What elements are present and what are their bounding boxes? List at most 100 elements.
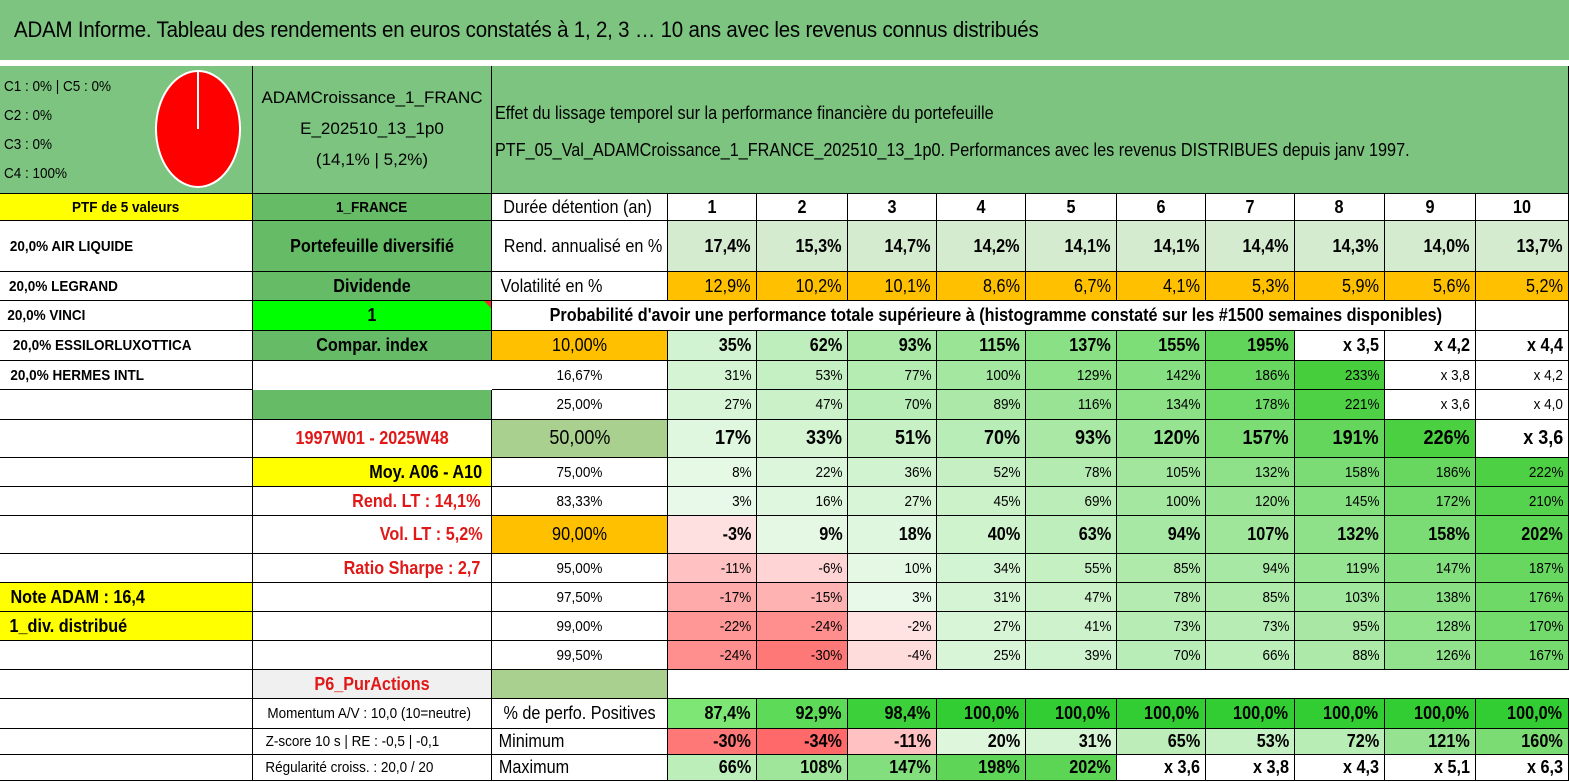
quantile-5-year-5: 78% [1026, 458, 1117, 487]
compar-label: Compar. index [253, 331, 492, 361]
rend-lt-label-text: Rend. LT : 14,1% [352, 490, 481, 511]
quantile-9-year-2-text: -15% [810, 588, 843, 606]
quantile-8-year-6-text: 85% [1173, 559, 1201, 577]
quantile-3-year-8: 221% [1295, 390, 1385, 420]
rend-2: 15,3% [757, 221, 848, 272]
quantile-4-year-6: 120% [1117, 420, 1206, 458]
max-6: x 3,6 [1117, 755, 1206, 781]
rend-8: 14,3% [1295, 221, 1385, 272]
quantile-3-label: 25,00% [492, 390, 668, 420]
market-header: 1_FRANCE [253, 194, 492, 221]
year-header-2: 2 [757, 194, 848, 221]
quantile-2-year-10: x 4,2 [1476, 361, 1569, 390]
description-line1: Effet du lissage temporel sur la perform… [495, 103, 994, 123]
max-label-text: Maximum [498, 757, 570, 777]
year-header-4-text: 4 [976, 196, 986, 217]
blank-left-max [0, 755, 253, 781]
min-3: -11% [848, 729, 937, 755]
quantile-4-year-8: 191% [1295, 420, 1385, 458]
quantile-5-year-2: 22% [757, 458, 848, 487]
vol-lt-label-text: Vol. LT : 5,2% [379, 524, 483, 544]
year-header-10-text: 10 [1512, 196, 1532, 217]
quantile-6-year-8-text: 145% [1344, 492, 1380, 510]
max-6-text: x 3,6 [1163, 757, 1200, 777]
holding-5-text: 20,0% HERMES INTL [10, 366, 144, 384]
vol-5: 6,7% [1026, 272, 1117, 301]
pos-1-text: 87,4% [704, 703, 751, 723]
year-header-5: 5 [1026, 194, 1117, 221]
quantile-11-year-6: 70% [1117, 641, 1206, 670]
quantile-7-year-1: -3% [668, 516, 757, 554]
quantile-3-label-text: 25,00% [556, 396, 603, 413]
quantile-8-year-1: -11% [668, 554, 757, 583]
vol-label: Volatilité en % [492, 272, 668, 301]
blank-left-9 [0, 641, 253, 670]
sharpe-label-text: Ratio Sharpe : 2,7 [343, 557, 481, 578]
year-header-1-text: 1 [707, 196, 717, 217]
blank-left-min [0, 729, 253, 755]
max-2: 108% [757, 755, 848, 781]
quantile-10-year-7: 73% [1206, 612, 1295, 641]
quantile-8-year-2-text: -6% [818, 559, 843, 577]
min-6-text: 65% [1167, 731, 1201, 751]
quantile-9-year-10-text: 176% [1528, 588, 1564, 606]
year-header-9-text: 9 [1425, 196, 1435, 217]
quantile-9-year-6-text: 78% [1173, 588, 1201, 606]
dividend-label-text: Dividende [333, 275, 411, 296]
quantile-1-year-9: x 4,2 [1385, 331, 1476, 361]
diversified-label-text: Portefeuille diversifié [290, 235, 454, 256]
year-header-10: 10 [1476, 194, 1569, 221]
quantile-9-year-3: 3% [848, 583, 937, 612]
quantile-11-year-5: 39% [1026, 641, 1117, 670]
quantile-7-year-5-text: 63% [1078, 524, 1112, 544]
quantile-7-label: 90,00% [492, 516, 668, 554]
quantile-2-label: 16,67% [492, 361, 668, 390]
rend-label-text: Rend. annualisé en % [503, 235, 663, 256]
quantile-4-year-9-text: 226% [1423, 427, 1470, 449]
rend-3-text: 14,7% [884, 235, 931, 256]
rend-9-text: 14,0% [1423, 235, 1470, 256]
quantile-1-year-6: 155% [1117, 331, 1206, 361]
holding-3-text: 20,0% VINCI [7, 307, 86, 324]
quantile-5-year-6: 105% [1117, 458, 1206, 487]
max-9-text: x 5,1 [1433, 757, 1470, 777]
blank-left-2 [0, 420, 253, 458]
max-5: 202% [1026, 755, 1117, 781]
quantile-5-year-5-text: 78% [1084, 463, 1112, 481]
quantile-9-year-2: -15% [757, 583, 848, 612]
quantile-10-year-6: 73% [1117, 612, 1206, 641]
rend-10-text: 13,7% [1516, 235, 1563, 256]
vol-2: 10,2% [757, 272, 848, 301]
quantile-3-year-5: 116% [1026, 390, 1117, 420]
max-4: 198% [937, 755, 1026, 781]
blank-mid-1 [253, 390, 492, 420]
quantile-4-year-4: 70% [937, 420, 1026, 458]
min-5-text: 31% [1078, 731, 1112, 751]
quantile-6-year-4-text: 45% [993, 492, 1021, 510]
quantile-2-year-6: 142% [1117, 361, 1206, 390]
dividend-label: Dividende [253, 272, 492, 301]
min-7-text: 53% [1256, 731, 1290, 751]
left-header-text: PTF de 5 valeurs [72, 198, 180, 216]
rend-7: 14,4% [1206, 221, 1295, 272]
quantile-9-year-10: 176% [1476, 583, 1569, 612]
rend-6: 14,1% [1117, 221, 1206, 272]
min-1: -30% [668, 729, 757, 755]
quantile-3-year-4-text: 89% [993, 396, 1021, 413]
quantile-6-year-6: 100% [1117, 487, 1206, 516]
quantile-1-year-5-text: 137% [1069, 335, 1111, 355]
pos-6-text: 100,0% [1143, 703, 1199, 723]
quantile-7-year-10: 202% [1476, 516, 1569, 554]
vol-3: 10,1% [848, 272, 937, 301]
quantile-3-year-1-text: 27% [724, 396, 752, 413]
quantile-3-year-2-text: 47% [815, 396, 843, 413]
quantile-9-year-3-text: 3% [912, 588, 932, 606]
quantile-8-year-7: 94% [1206, 554, 1295, 583]
min-9: 121% [1385, 729, 1476, 755]
pos-3-text: 98,4% [884, 703, 931, 723]
quantile-7-year-1-text: -3% [722, 524, 752, 544]
quantile-1-year-4: 115% [937, 331, 1026, 361]
quantile-1-label: 10,00% [492, 331, 668, 361]
quantile-2-year-6-text: 142% [1165, 366, 1201, 384]
quantile-7-year-2-text: 9% [819, 524, 843, 544]
